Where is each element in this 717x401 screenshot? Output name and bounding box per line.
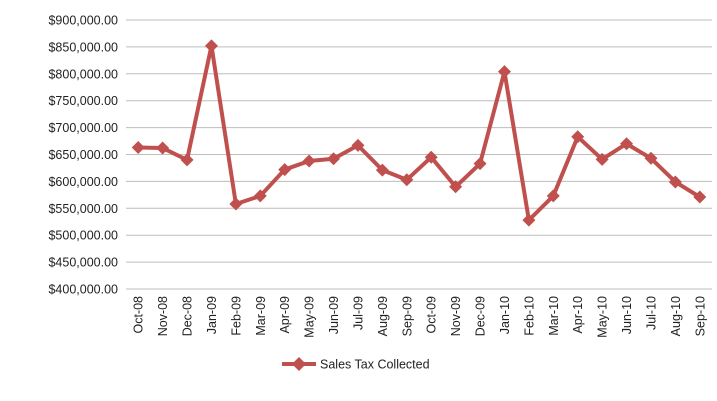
x-tick-label: Nov-08 xyxy=(156,296,170,336)
x-tick-label: Dec-08 xyxy=(181,296,195,336)
data-point-marker xyxy=(693,190,707,204)
data-point-marker xyxy=(424,150,438,164)
x-tick-label: Jun-10 xyxy=(620,296,634,334)
x-tick-label: Dec-09 xyxy=(474,296,488,336)
x-tick-label: Sep-09 xyxy=(400,296,414,336)
data-point-marker xyxy=(546,189,560,203)
y-tick-label: $500,000.00 xyxy=(48,229,118,243)
x-tick-label: Apr-10 xyxy=(571,296,585,334)
data-point-marker xyxy=(449,180,463,194)
x-tick-label: Jul-10 xyxy=(644,296,658,330)
series-sales-tax-collected xyxy=(131,39,707,227)
x-tick-label: Feb-09 xyxy=(229,296,243,336)
x-tick-label: Nov-09 xyxy=(449,296,463,336)
data-point-marker xyxy=(131,141,145,155)
legend: Sales Tax Collected xyxy=(282,357,430,372)
y-tick-label: $400,000.00 xyxy=(48,283,118,297)
y-tick-label: $900,000.00 xyxy=(48,14,118,28)
data-point-marker xyxy=(351,138,365,152)
data-point-marker xyxy=(571,130,585,144)
y-tick-label: $650,000.00 xyxy=(48,148,118,162)
x-tick-label: Feb-10 xyxy=(522,296,536,336)
x-tick-label: Oct-09 xyxy=(425,296,439,334)
data-point-marker xyxy=(302,154,316,168)
data-point-marker xyxy=(327,152,341,166)
data-point-marker xyxy=(497,65,511,79)
x-tick-label: Jan-09 xyxy=(205,296,219,334)
data-point-marker xyxy=(620,137,634,151)
data-point-marker xyxy=(473,157,487,171)
x-tick-label: May-09 xyxy=(303,296,317,338)
x-tick-label: Jan-10 xyxy=(498,296,512,334)
x-axis-tick-labels: Oct-08 Nov-08 Dec-08 Jan-09 Feb-09 Mar-09 Apr-… xyxy=(132,296,708,338)
data-point-marker xyxy=(644,151,658,165)
y-tick-label: $800,000.00 xyxy=(48,67,118,81)
x-tick-label: Apr-09 xyxy=(278,296,292,334)
x-tick-label: Sep-10 xyxy=(693,296,707,336)
data-point-marker xyxy=(668,175,682,189)
gridlines xyxy=(126,19,712,290)
y-tick-label: $700,000.00 xyxy=(48,121,118,135)
x-tick-label: Mar-09 xyxy=(254,296,268,336)
data-point-marker xyxy=(400,173,414,187)
data-point-marker xyxy=(278,163,292,177)
y-tick-label: $850,000.00 xyxy=(48,40,118,54)
x-tick-label: Mar-10 xyxy=(547,296,561,336)
x-tick-label: Aug-09 xyxy=(376,296,390,336)
data-point-marker xyxy=(229,197,243,211)
data-point-marker xyxy=(375,163,389,177)
y-axis-tick-labels: $900,000.00 $850,000.00 $800,000.00 $750,00… xyxy=(48,14,118,297)
legend-marker xyxy=(292,357,306,371)
x-tick-label: May-10 xyxy=(596,296,610,338)
x-tick-label: Aug-10 xyxy=(669,296,683,336)
y-tick-label: $600,000.00 xyxy=(48,175,118,189)
y-tick-label: $450,000.00 xyxy=(48,256,118,270)
legend-label: Sales Tax Collected xyxy=(320,358,430,372)
x-tick-label: Jun-09 xyxy=(327,296,341,334)
x-tick-label: Jul-09 xyxy=(351,296,365,330)
series-line xyxy=(138,43,701,223)
data-point-marker xyxy=(595,152,609,166)
data-point-marker xyxy=(180,153,194,167)
data-point-marker xyxy=(522,213,536,227)
data-point-marker xyxy=(156,141,170,155)
data-point-marker xyxy=(253,189,267,203)
x-tick-label: Oct-08 xyxy=(132,296,146,334)
data-point-marker xyxy=(204,39,218,53)
y-tick-label: $750,000.00 xyxy=(48,94,118,108)
y-tick-label: $550,000.00 xyxy=(48,202,118,216)
